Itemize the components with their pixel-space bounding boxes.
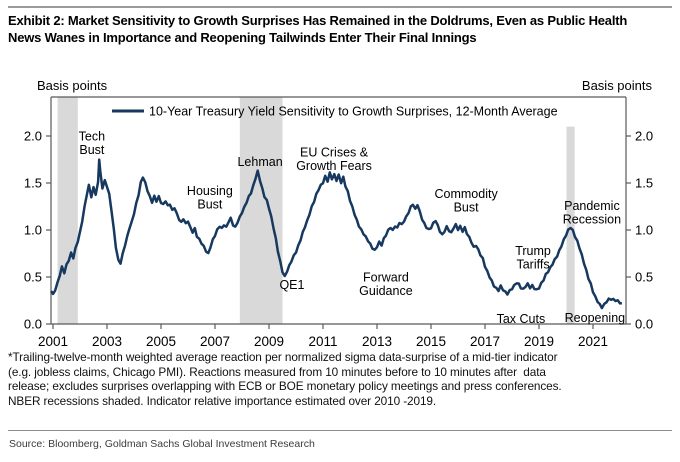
x-tick-label: 2017 — [470, 334, 500, 349]
legend-label: 10-Year Treasury Yield Sensitivity to Gr… — [149, 105, 558, 119]
source-line: Source: Bloomberg, Goldman Sachs Global … — [9, 438, 315, 450]
y-tick-label-left: 0.5 — [24, 270, 42, 285]
y-tick-label-right: 1.5 — [635, 176, 653, 191]
recession-band — [566, 126, 575, 324]
source-divider — [8, 430, 672, 431]
y-tick-label-right: 2.0 — [635, 129, 653, 144]
x-tick-label: 2009 — [254, 334, 284, 349]
annotation-pandemic-recession: Pandemic Recession — [563, 199, 621, 227]
annotation-commodity-bust: Commodity Bust — [434, 187, 498, 215]
annotation-tech-bust: Tech Bust — [79, 129, 105, 157]
y-tick-label-left: 2.0 — [24, 129, 42, 144]
top-divider — [8, 6, 672, 8]
y-tick-label-left: 0.0 — [24, 317, 42, 332]
sensitivity-series-line — [50, 158, 622, 310]
annotation-eu-crises: EU Crises & Growth Fears — [296, 145, 372, 173]
plot-box — [50, 96, 627, 325]
annotation-qe1: QE1 — [279, 278, 304, 292]
x-tick-label: 2021 — [578, 334, 608, 349]
x-tick-label: 2005 — [146, 334, 176, 349]
x-tick-label: 2003 — [92, 334, 122, 349]
x-tick-label: 2013 — [362, 334, 392, 349]
annotation-housing-bust: Housing Bust — [187, 184, 233, 212]
exhibit-title: Exhibit 2: Market Sensitivity to Growth … — [8, 13, 628, 45]
x-tick-label: 2011 — [308, 334, 337, 349]
recession-band — [57, 96, 78, 325]
x-tick-label: 2019 — [524, 334, 554, 349]
y-tick-label-left: 1.5 — [24, 176, 42, 191]
y-tick-label-right: 0.5 — [635, 270, 653, 285]
recession-band — [239, 96, 283, 325]
y-tick-label-right: 1.0 — [635, 223, 653, 238]
annotation-tax-cuts: Tax Cuts — [497, 312, 546, 326]
annotation-lehman: Lehman — [237, 155, 282, 169]
y-tick-label-right: 0.0 — [635, 317, 653, 332]
annotation-forward-guidance: Forward Guidance — [359, 270, 413, 298]
x-tick-label: 2001 — [38, 334, 68, 349]
y-axis-header-left: Basis points — [37, 78, 108, 93]
annotation-reopening: Reopening — [565, 311, 626, 325]
annotation-trump-tariffs: Trump Tariffs — [515, 244, 551, 272]
x-tick-label: 2015 — [416, 334, 446, 349]
chart-footnote: *Trailing-twelve-month weighted average … — [8, 350, 562, 408]
x-tick-label: 2007 — [200, 334, 230, 349]
y-tick-label-left: 1.0 — [24, 223, 42, 238]
y-axis-header-right: Basis points — [581, 78, 652, 93]
